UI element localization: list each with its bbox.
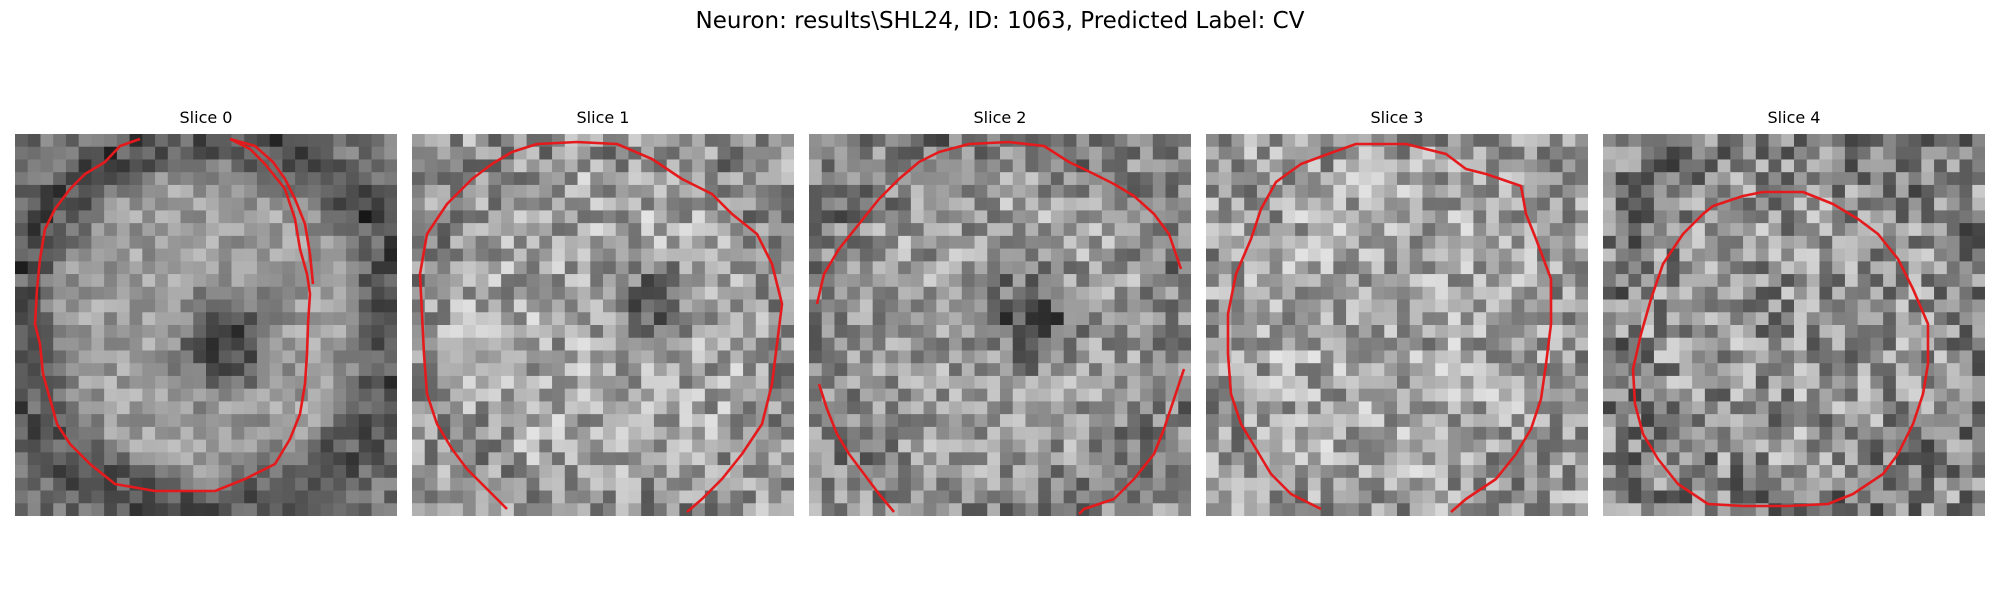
slice-title-2: Slice 2 (973, 108, 1027, 127)
slice-title-3: Slice 3 (1370, 108, 1424, 127)
neuron-contour-2c (1078, 368, 1186, 515)
slice-image-4 (1603, 134, 1985, 516)
slice-image-3 (1206, 134, 1588, 516)
neuron-contour-3 (1226, 152, 1329, 511)
neuron-contour-1 (418, 142, 538, 510)
slice-pixel-grid-3 (1206, 134, 1588, 516)
neuron-contour-2 (815, 140, 1183, 305)
slice-pixel-grid-1 (412, 134, 794, 516)
neuron-contour-1b (536, 140, 784, 513)
figure-title: Neuron: results\SHL24, ID: 1063, Predict… (695, 8, 1305, 34)
slice-pixel-grid-0 (15, 134, 397, 516)
neuron-contour-0 (33, 137, 312, 493)
slice-pixel-grid-2 (809, 134, 1191, 516)
slice-title-0: Slice 0 (179, 108, 233, 127)
slice-image-2 (809, 134, 1191, 516)
slice-image-0 (15, 134, 397, 516)
slice-title-1: Slice 1 (576, 108, 630, 127)
neuron-contour-2b (817, 383, 895, 513)
slice-image-1 (412, 134, 794, 516)
slice-title-4: Slice 4 (1767, 108, 1821, 127)
neuron-contour-3b (1327, 142, 1553, 513)
neuron-contour-4 (1631, 190, 1930, 508)
neuron-contour-0b (229, 137, 315, 285)
